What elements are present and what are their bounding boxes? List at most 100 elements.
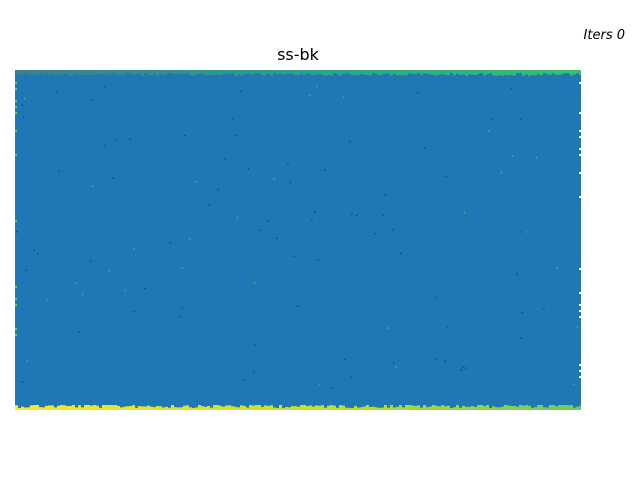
edge-notch-bottom [141, 402, 144, 407]
edge-notch-top [543, 73, 546, 78]
edge-notch-bottom [111, 402, 114, 406]
edge-notch-top [507, 75, 510, 80]
edge-notch-top [159, 73, 162, 78]
edge-speck-right [579, 304, 581, 306]
edge-speck-left [15, 130, 17, 132]
speck [535, 156, 538, 159]
edge-notch-bottom [516, 402, 519, 407]
edge-notch-top [444, 74, 447, 79]
edge-notch-bottom [396, 402, 399, 407]
speck [351, 213, 353, 215]
edge-notch-bottom [360, 402, 363, 408]
edge-notch-top [483, 75, 486, 80]
speck [29, 384, 32, 387]
edge-speck-left [15, 298, 17, 300]
iterations-label: Iters 0 [583, 28, 625, 43]
speck [58, 170, 60, 172]
edge-notch-top [33, 75, 36, 80]
edge-speck-left [15, 286, 17, 288]
speck [422, 292, 425, 294]
edge-notch-bottom [528, 402, 531, 406]
edge-speck-left [15, 88, 17, 90]
edge-notch-bottom [564, 402, 567, 405]
edge-notch-top [36, 74, 39, 79]
speck [397, 102, 400, 105]
edge-notch-bottom [240, 402, 243, 406]
speck [324, 169, 326, 171]
speck [133, 310, 136, 313]
speck [520, 337, 522, 339]
speck [21, 381, 24, 383]
edge-notch-bottom [402, 402, 405, 408]
speck [231, 117, 234, 120]
edge-notch-top [567, 73, 570, 78]
edge-notch-top [51, 73, 54, 78]
edge-notch-bottom [465, 402, 468, 407]
edge-notch-top [57, 74, 60, 79]
edge-notch-top [510, 75, 513, 80]
edge-notch-bottom [39, 402, 42, 408]
edge-speck-left [15, 304, 17, 306]
edge-notch-top [108, 75, 111, 80]
speck [142, 170, 145, 173]
speck [338, 217, 340, 220]
speck [143, 287, 146, 290]
speck [521, 311, 524, 314]
edge-notch-bottom [447, 402, 450, 406]
speck [37, 253, 39, 255]
edge-notch-top [24, 73, 27, 78]
speck [50, 168, 53, 171]
speck [181, 307, 183, 310]
speck [254, 344, 256, 346]
speck [462, 366, 465, 368]
speck [353, 141, 356, 143]
edge-speck-right [579, 154, 581, 156]
edge-notch-top [438, 74, 441, 79]
edge-notch-bottom [567, 402, 570, 406]
edge-notch-bottom [429, 402, 432, 407]
edge-notch-top [102, 74, 105, 79]
speck [158, 267, 160, 269]
speck [259, 229, 262, 232]
edge-notch-top [189, 75, 192, 80]
edge-notch-bottom [261, 402, 264, 407]
edge-notch-top [42, 75, 45, 80]
edge-notch-bottom [234, 402, 237, 407]
edge-speck-left [15, 328, 17, 330]
edge-notch-bottom [471, 402, 474, 407]
edge-notch-bottom [75, 402, 78, 408]
speck [181, 267, 183, 269]
speck [21, 104, 24, 106]
edge-notch-bottom [108, 402, 111, 405]
edge-notch-bottom [186, 402, 189, 406]
edge-notch-bottom [96, 402, 99, 406]
edge-notch-bottom [219, 402, 222, 406]
speck [576, 326, 579, 328]
speck [308, 94, 311, 97]
edge-notch-top [285, 73, 288, 78]
speck [311, 219, 313, 222]
edge-notch-top [207, 75, 210, 80]
edge-notch-bottom [114, 402, 117, 405]
edge-notch-bottom [162, 402, 165, 408]
edge-notch-bottom [459, 402, 462, 408]
edge-notch-top [528, 75, 531, 80]
edge-notch-top [216, 74, 219, 79]
edge-notch-top [276, 74, 279, 79]
speck [240, 90, 242, 93]
edge-notch-bottom [408, 402, 411, 405]
edge-notch-bottom [474, 402, 477, 407]
edge-notch-top [54, 75, 57, 80]
edge-notch-bottom [327, 402, 330, 406]
edge-notch-bottom [192, 402, 195, 408]
edge-notch-bottom [435, 402, 438, 406]
edge-notch-top [387, 73, 390, 78]
edge-notch-top [552, 73, 555, 78]
edge-notch-bottom [189, 402, 192, 408]
edge-notch-bottom [342, 402, 345, 406]
edge-notch-bottom [129, 402, 132, 407]
edge-notch-top [462, 74, 465, 79]
edge-notch-bottom [510, 402, 513, 406]
edge-notch-top [27, 75, 30, 80]
edge-notch-bottom [546, 402, 549, 408]
